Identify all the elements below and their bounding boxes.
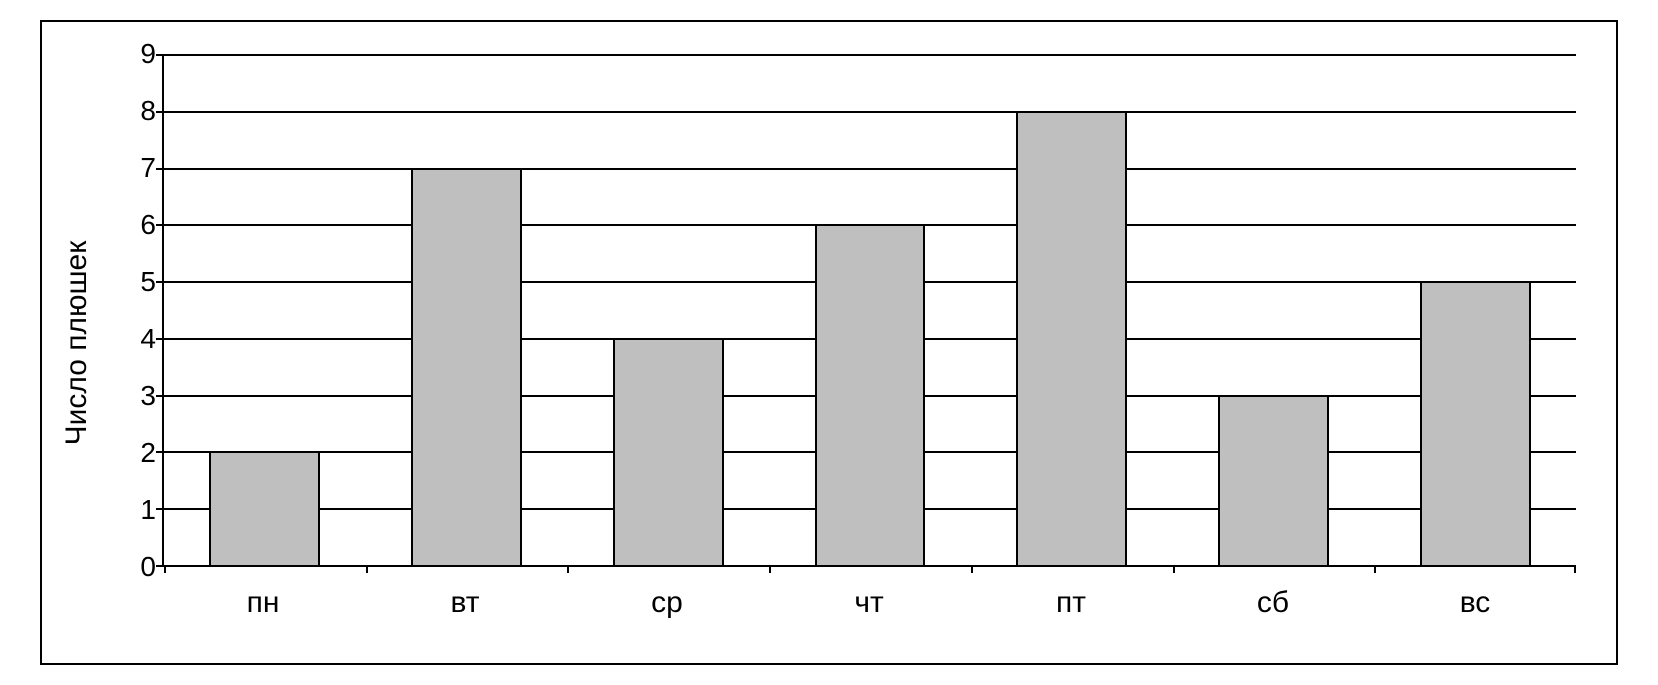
ytick-mark (156, 281, 164, 283)
xtick-label: ср (566, 586, 768, 620)
ytick-label: 9 (140, 38, 156, 70)
x-axis-labels-row: пнвтсрчтптсбвс (162, 586, 1576, 620)
xtick-mark (971, 565, 973, 573)
bar-slot (971, 54, 1173, 565)
xtick-mark (1374, 565, 1376, 573)
xtick-mark (164, 565, 166, 573)
chart-body: Число плюшек 0 1 2 3 4 5 6 7 8 9 пнвтсрчтптсбвс (42, 22, 1616, 663)
ytick-label: 2 (140, 437, 156, 469)
ytick-label: 7 (140, 152, 156, 184)
ytick-mark (156, 224, 164, 226)
ytick-mark (156, 565, 164, 567)
ytick-label: 4 (140, 323, 156, 355)
ytick-label: 3 (140, 380, 156, 412)
bar (613, 338, 724, 565)
xtick-mark (366, 565, 368, 573)
ytick-label: 5 (140, 266, 156, 298)
ytick-labels-column: 0 1 2 3 4 5 6 7 8 9 (112, 22, 162, 663)
y-axis-label: Число плюшек (60, 240, 94, 445)
xtick-mark (1173, 565, 1175, 573)
ytick-mark (156, 395, 164, 397)
bar (1218, 395, 1329, 565)
bars-layer (164, 54, 1576, 565)
xtick-label: пт (970, 586, 1172, 620)
bar (209, 451, 320, 565)
ytick-mark (156, 338, 164, 340)
bar (411, 168, 522, 565)
xtick-label: вт (364, 586, 566, 620)
bar (1016, 111, 1127, 565)
bar-slot (769, 54, 971, 565)
xtick-mark (567, 565, 569, 573)
xtick-mark (1574, 565, 1576, 573)
xtick-label: чт (768, 586, 970, 620)
xtick-label: вс (1374, 586, 1576, 620)
plot-area (162, 54, 1576, 567)
plot-column: пнвтсрчтптсбвс (162, 22, 1576, 663)
ytick-mark (156, 111, 164, 113)
bar (815, 224, 926, 565)
bar-slot (1173, 54, 1375, 565)
bar-slot (567, 54, 769, 565)
ytick-label: 8 (140, 95, 156, 127)
ytick-mark (156, 168, 164, 170)
bar (1420, 281, 1531, 565)
xtick-label: сб (1172, 586, 1374, 620)
bar-slot (164, 54, 366, 565)
xtick-mark (769, 565, 771, 573)
ytick-label: 1 (140, 494, 156, 526)
ytick-mark (156, 451, 164, 453)
ytick-mark (156, 54, 164, 56)
ylabel-column: Число плюшек (42, 22, 112, 663)
ytick-label: 6 (140, 209, 156, 241)
chart-frame: Число плюшек 0 1 2 3 4 5 6 7 8 9 пнвтсрчтптсбвс (40, 20, 1618, 665)
page-root: Число плюшек 0 1 2 3 4 5 6 7 8 9 пнвтсрчтптсбвс (0, 0, 1658, 685)
ytick-mark (156, 508, 164, 510)
bar-slot (1374, 54, 1576, 565)
xtick-label: пн (162, 586, 364, 620)
bar-slot (366, 54, 568, 565)
ytick-label: 0 (140, 551, 156, 583)
